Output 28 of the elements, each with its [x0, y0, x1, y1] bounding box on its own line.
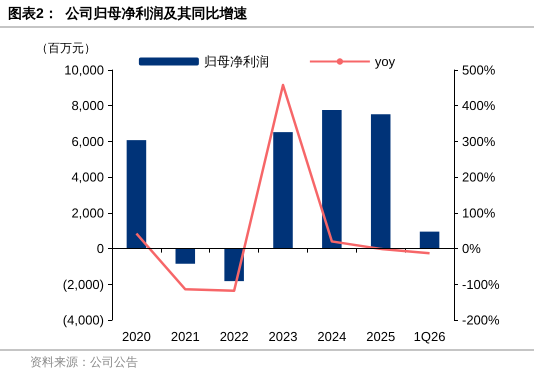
y-tick-label: 2,000	[71, 205, 104, 220]
x-tick-label: 2025	[366, 329, 396, 344]
y2-tick-label: 300%	[462, 134, 496, 149]
legend-label: yoy	[374, 54, 396, 69]
y2-tick-label: 100%	[462, 205, 496, 220]
y2-tick-label: 400%	[462, 98, 496, 114]
x-tick-label: 2020	[122, 329, 151, 344]
x-tick-label: 2021	[170, 329, 200, 344]
y2-tick-label: -200%	[462, 312, 500, 328]
y-tick-label: (4,000)	[62, 312, 104, 328]
y-tick-label: 8,000	[71, 98, 104, 114]
x-tick-label: 2024	[317, 329, 346, 344]
x-tick-label: 1Q26	[414, 329, 446, 344]
y2-tick-label: 500%	[462, 62, 496, 78]
chart-title: 图表2： 公司归母净利润及其同比增速	[8, 5, 249, 21]
y-tick-label: 4,000	[71, 170, 104, 185]
y2-tick-label: 200%	[462, 170, 496, 185]
y2-tick-label: 0%	[462, 241, 482, 256]
y-tick-label: (2,000)	[62, 276, 104, 292]
text: 资料来源：公司公告	[30, 355, 138, 369]
y2-tick-label: -100%	[462, 276, 500, 292]
x-tick-label: 2023	[268, 329, 298, 344]
x-tick-label: 2022	[220, 329, 249, 344]
y-tick-label: 0	[96, 241, 104, 256]
y-tick-label: 6,000	[71, 134, 104, 149]
y-tick-label: 10,000	[64, 62, 104, 78]
legend-label: 归母净利润	[204, 54, 269, 69]
y-axis-title: （百万元）	[36, 41, 96, 55]
